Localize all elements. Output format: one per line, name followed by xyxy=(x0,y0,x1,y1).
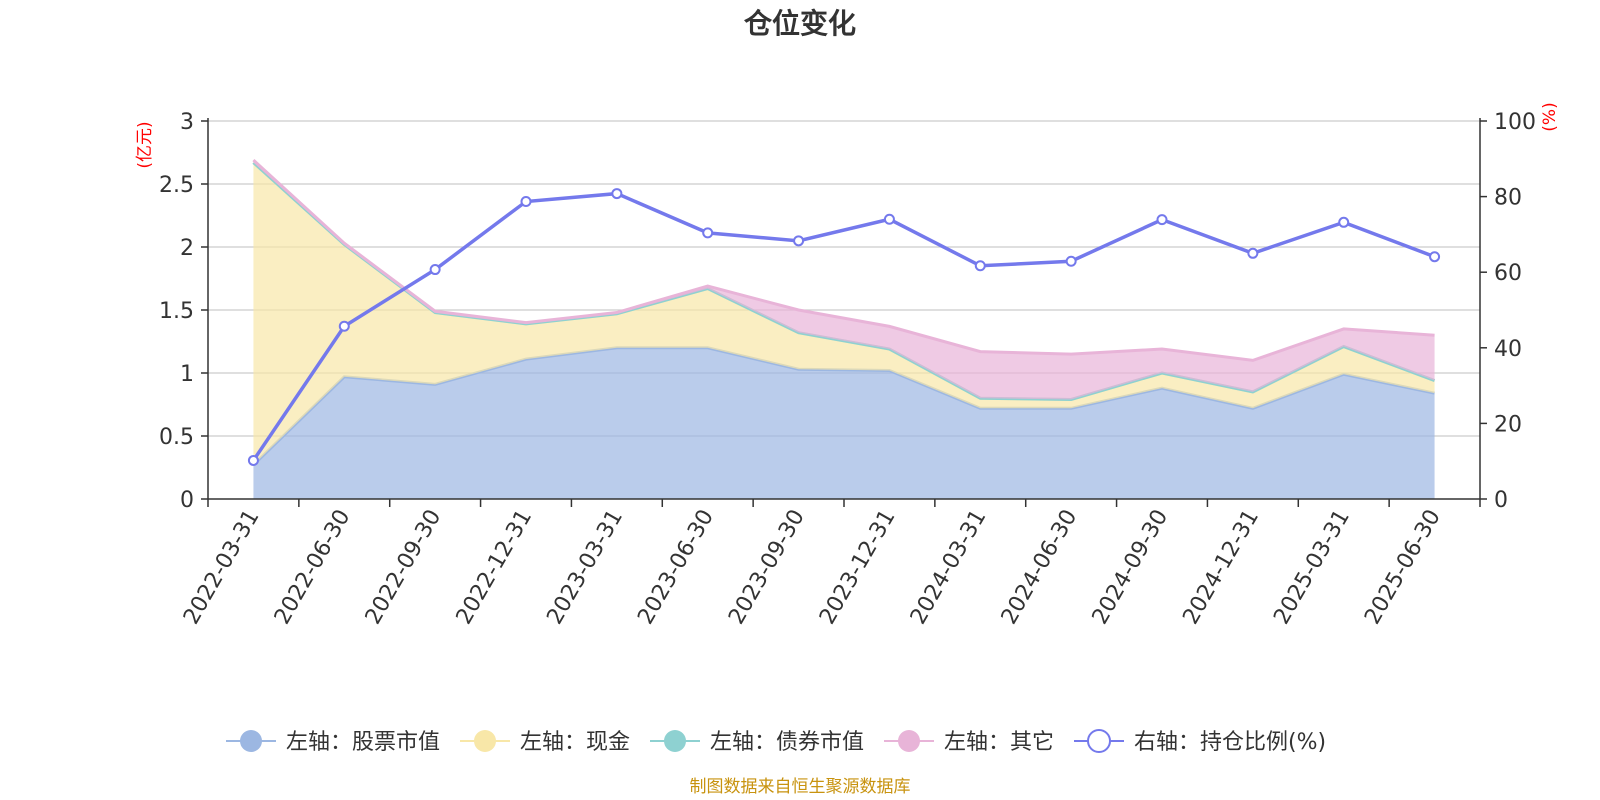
left-axis-tick-label: 1 xyxy=(180,362,194,387)
ratio-line-path xyxy=(251,191,1436,462)
ratio-point xyxy=(1156,214,1168,226)
x-axis-tick-label: 2023-12-31 xyxy=(815,506,901,629)
right-axis-tick-label: 80 xyxy=(1494,186,1522,211)
legend-label: 左轴：债券市值 xyxy=(710,730,864,755)
x-axis-tick-label: 2022-06-30 xyxy=(270,506,356,629)
right-axis-tick-label: 60 xyxy=(1494,261,1522,286)
ratio-point xyxy=(883,213,895,225)
ratio-point xyxy=(247,454,259,466)
ratio-point xyxy=(702,227,714,239)
x-axis-tick-label: 2024-12-31 xyxy=(1178,506,1264,629)
ratio-point xyxy=(974,260,986,272)
x-axis-tick-label: 2022-03-31 xyxy=(179,506,265,629)
legend-label: 右轴：持仓比例(%) xyxy=(1134,730,1326,755)
x-axis-tick-label: 2024-09-30 xyxy=(1088,506,1174,629)
data-source-note: 制图数据来自恒生聚源数据库 xyxy=(690,777,911,797)
left-axis-tick-label: 0.5 xyxy=(159,425,194,450)
x-axis-tick-label: 2023-06-30 xyxy=(633,506,719,629)
right-axis-tick-label: 20 xyxy=(1494,412,1522,437)
ratio-point xyxy=(520,196,532,208)
area-1 xyxy=(253,347,1435,499)
stacked-areas xyxy=(252,158,1436,499)
area-2 xyxy=(253,162,1435,465)
x-axis-tick-label: 2023-09-30 xyxy=(724,506,810,629)
left-axis-unit: (亿元) xyxy=(135,121,155,168)
x-axis-tick-label: 2022-09-30 xyxy=(361,506,447,629)
left-axis-tick-label: 2.5 xyxy=(159,173,194,198)
ratio-line xyxy=(247,188,1441,466)
ratio-point xyxy=(1338,216,1350,228)
left-axis-tick-label: 3 xyxy=(180,110,194,135)
x-axis-tick-label: 2022-12-31 xyxy=(452,506,538,629)
x-axis-tick-label: 2024-03-31 xyxy=(906,506,992,629)
legend-label: 左轴：股票市值 xyxy=(286,730,440,755)
legend-marker-icon xyxy=(474,730,496,752)
ratio-point xyxy=(793,235,805,247)
x-axis-tick-label: 2023-03-31 xyxy=(542,506,628,629)
right-axis-tick-label: 100 xyxy=(1494,110,1536,135)
legend-marker-icon xyxy=(664,730,686,752)
right-axis-tick-label: 40 xyxy=(1494,337,1522,362)
ratio-point xyxy=(1065,255,1077,267)
area-edge-4 xyxy=(252,158,1435,362)
left-axis-tick-label: 1.5 xyxy=(159,299,194,324)
legend-marker-icon xyxy=(240,730,262,752)
right-axis-unit: (%) xyxy=(1540,102,1560,131)
left-axis-tick-label: 0 xyxy=(180,488,194,513)
x-axis-tick-label: 2024-06-30 xyxy=(997,506,1083,629)
legend: 左轴：股票市值 左轴：现金 左轴：债券市值 左轴：其它 右轴：持仓比例(%) xyxy=(226,729,1326,755)
ratio-point xyxy=(429,264,441,276)
right-axis-tick-label: 0 xyxy=(1494,488,1508,513)
legend-label: 左轴：其它 xyxy=(944,730,1054,755)
ratio-point xyxy=(611,188,623,200)
ratio-point xyxy=(1429,251,1441,263)
legend-marker-icon xyxy=(898,730,920,752)
legend-marker-icon xyxy=(1087,729,1111,753)
ratio-point xyxy=(338,320,350,332)
left-axis-tick-label: 2 xyxy=(180,236,194,261)
x-axis-tick-label: 2025-06-30 xyxy=(1360,506,1446,629)
legend-label: 左轴：现金 xyxy=(520,730,630,755)
chart-title: 仓位变化 xyxy=(744,7,856,40)
ratio-point xyxy=(1247,247,1259,259)
x-axis-tick-label: 2025-03-31 xyxy=(1269,506,1355,629)
